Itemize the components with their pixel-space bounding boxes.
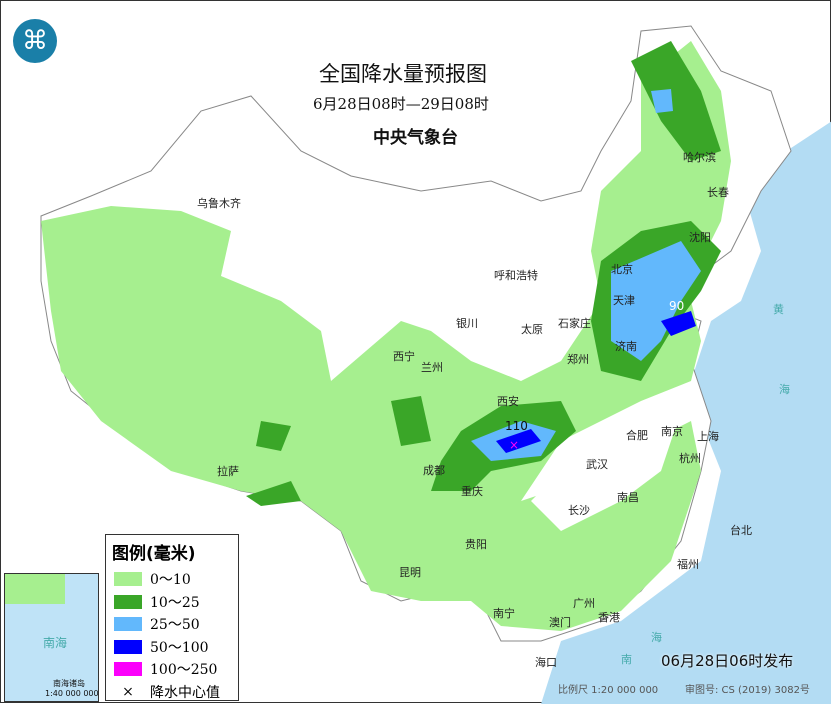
inset-label: 南海 — [43, 636, 68, 650]
legend-swatch — [114, 662, 142, 677]
city-label: 杭州 — [679, 452, 701, 465]
scale-text: 比例尺 1:20 000 000 — [558, 685, 659, 696]
city-label: 上海 — [697, 430, 719, 443]
legend-label: 降水中心值 — [150, 684, 220, 701]
issuer: 中央气象台 — [373, 128, 458, 148]
city-label: 武汉 — [586, 458, 608, 471]
center-value: 90 — [669, 299, 685, 313]
south-china-sea-inset: 南海 南海诸岛 1:40 000 000 — [4, 573, 99, 702]
legend-swatch — [114, 594, 142, 609]
city-label: 南宁 — [493, 607, 515, 620]
center-value: 110 — [505, 419, 528, 433]
legend-label: 10～25 — [150, 594, 200, 611]
sea — [541, 121, 831, 704]
legend-label: 25～50 — [150, 617, 200, 634]
rain-50-100 — [496, 311, 696, 453]
legend-label: 0～10 — [150, 572, 191, 589]
city-label: 北京 — [611, 263, 633, 276]
city-label: 合肥 — [626, 429, 648, 442]
legend-item-center: × 降水中心值 — [106, 681, 238, 704]
inset-scale-name: 南海诸岛 — [53, 679, 85, 688]
legend-item: 10～25 — [106, 591, 238, 614]
sea-label: 南 — [621, 653, 632, 666]
city-label: 福州 — [677, 558, 699, 571]
city-label: 澳门 — [549, 616, 571, 629]
city-label: 南昌 — [617, 491, 639, 504]
legend-label: 50～100 — [150, 639, 209, 656]
rain-25-50 — [471, 89, 701, 461]
city-label: 台北 — [730, 524, 752, 537]
city-label: 重庆 — [461, 485, 483, 498]
inset-land — [5, 574, 65, 604]
city-label: 天津 — [613, 294, 635, 307]
sea-label: 海 — [779, 383, 790, 396]
city-label: 香港 — [598, 611, 620, 624]
rain-free-area — [531, 411, 681, 531]
city-label: 西安 — [497, 395, 519, 408]
legend-swatch — [114, 617, 142, 632]
cma-logo-icon: ⌘ — [13, 19, 57, 63]
legend-swatch — [114, 639, 142, 654]
city-label: 南京 — [661, 425, 683, 438]
sea-label: 海 — [651, 631, 662, 644]
legend-label: 100～250 — [150, 662, 218, 679]
city-label: 长沙 — [568, 504, 590, 517]
city-label: 长春 — [707, 186, 729, 199]
city-label: 海口 — [535, 656, 557, 669]
legend-title: 图例(毫米) — [112, 544, 196, 564]
rain-0-10 — [41, 41, 731, 631]
legend-item: 25～50 — [106, 613, 238, 636]
inset-scale: 1:40 000 000 — [45, 689, 99, 698]
city-label: 贵阳 — [465, 538, 487, 551]
map-title: 全国降水量预报图 — [319, 62, 487, 86]
city-label: 石家庄 — [558, 317, 591, 330]
legend-item: 100～250 — [106, 658, 238, 681]
city-label: 沈阳 — [689, 231, 711, 244]
city-label: 呼和浩特 — [494, 269, 538, 282]
city-label: 成都 — [423, 464, 445, 477]
city-label: 乌鲁木齐 — [197, 197, 241, 210]
city-label: 太原 — [521, 323, 543, 336]
city-label: 广州 — [573, 597, 595, 610]
sea-label: 黄 — [773, 303, 784, 316]
legend-swatch — [114, 572, 142, 587]
city-label: 西宁 — [393, 350, 415, 363]
city-label: 银川 — [456, 317, 478, 330]
city-label: 兰州 — [421, 361, 443, 374]
precip-center-mark: × — [509, 438, 519, 452]
city-label: 拉萨 — [217, 465, 239, 478]
city-label: 济南 — [615, 340, 637, 353]
city-label: 昆明 — [399, 566, 421, 579]
forecast-period: 6月28日08时—29日08时 — [313, 95, 489, 113]
map-number: 审图号: CS (2019) 3082号 — [685, 685, 810, 696]
legend: 图例(毫米) 0～10 10～25 25～50 50～100 100～250 × 降水中心… — [105, 534, 239, 701]
issue-time: 06月28日06时发布 — [661, 652, 794, 670]
city-label: 哈尔滨 — [683, 151, 716, 164]
x-mark-icon: × — [122, 683, 134, 700]
legend-item: 0～10 — [106, 568, 238, 591]
city-label: 郑州 — [567, 353, 589, 366]
legend-item: 50～100 — [106, 636, 238, 659]
